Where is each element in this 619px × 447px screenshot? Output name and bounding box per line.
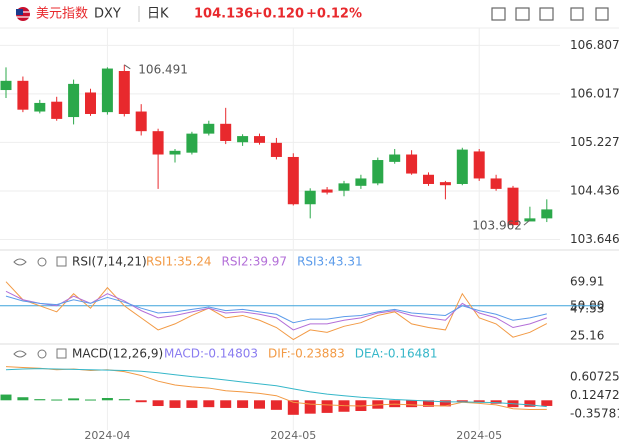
macd-bar	[118, 399, 130, 401]
x-tick-label: 2024-04	[84, 429, 130, 442]
candle-body	[456, 149, 468, 184]
candle-body	[338, 183, 350, 191]
indicator-title: MACD(12,26,9)	[72, 347, 163, 361]
candle-body	[152, 131, 164, 155]
macd-bar	[68, 398, 80, 401]
y-tick-label: 69.91	[570, 274, 604, 288]
candle-body	[490, 178, 502, 189]
candle-body	[237, 136, 249, 143]
candle-body	[507, 187, 519, 226]
macd-bar	[101, 398, 113, 401]
candle-body	[270, 142, 282, 157]
macd-bar	[270, 400, 282, 410]
legend-entry: RSI1:35.24	[146, 255, 212, 269]
candle-body	[118, 71, 130, 114]
series-line	[5, 368, 547, 408]
macd-bar	[423, 400, 434, 407]
macd-bar	[0, 394, 12, 401]
macd-bar	[456, 400, 468, 403]
candle-body	[406, 154, 418, 174]
series-line	[5, 295, 547, 324]
candle-body	[101, 68, 113, 113]
max-marker	[124, 64, 131, 70]
candle-body	[51, 101, 63, 119]
macd-bar	[439, 400, 451, 407]
x-tick-label: 2024-05	[270, 429, 316, 442]
macd-bar	[220, 400, 232, 408]
flag-icon	[16, 7, 30, 21]
macd-bar	[490, 400, 502, 404]
candle-body	[169, 150, 181, 155]
macd-bar	[152, 400, 164, 407]
y-tick-label: 47.53	[570, 301, 604, 315]
min-annotation: 103.962	[472, 219, 522, 233]
candle-body	[304, 190, 316, 205]
legend-entry: DEA:-0.16481	[355, 347, 438, 361]
macd-bar	[524, 400, 536, 407]
price-change-pct: +0.12%	[306, 7, 362, 22]
macd-bar	[203, 400, 215, 408]
macd-bar	[541, 400, 553, 406]
min-marker	[523, 219, 531, 226]
x-tick-label: 2024-05	[456, 429, 502, 442]
macd-bar	[186, 400, 198, 408]
candle-body	[524, 218, 536, 222]
y-tick-label: 106.017	[570, 86, 619, 100]
toolbar[interactable]	[491, 7, 609, 21]
candle-body	[85, 92, 96, 114]
max-annotation: 106.491	[138, 62, 188, 76]
candle-body	[355, 178, 367, 186]
macd-bar	[135, 400, 147, 403]
macd-bar	[304, 400, 316, 414]
candle-body	[439, 182, 451, 186]
candle-body	[321, 189, 333, 193]
macd-bar	[287, 400, 299, 415]
candle-body	[423, 174, 434, 184]
candle-body	[220, 123, 232, 141]
indicator-icons[interactable]	[13, 256, 67, 359]
macd-bar	[85, 399, 96, 401]
instrument-name: 美元指数	[36, 7, 88, 22]
macd-bar	[473, 400, 485, 403]
macd-bar	[406, 400, 418, 408]
candle-body	[135, 111, 147, 132]
candle-body	[34, 102, 46, 112]
candle-body	[203, 123, 215, 134]
macd-bar	[17, 397, 29, 401]
legend-entry: RSI2:39.97	[222, 255, 288, 269]
y-tick-label: -0.35781	[570, 406, 619, 420]
y-tick-label: 0.60725	[570, 370, 619, 384]
y-tick-label: 103.646	[570, 232, 619, 246]
legend-entry: RSI3:43.31	[297, 255, 363, 269]
candle-body	[389, 154, 401, 162]
legend-entry: MACD:-0.14803	[164, 347, 258, 361]
macd-bar	[34, 399, 46, 401]
y-tick-label: 105.227	[570, 135, 619, 149]
macd-bar	[321, 400, 333, 413]
candle-body	[372, 160, 384, 184]
macd-bar	[254, 400, 265, 409]
candle-body	[17, 80, 29, 110]
y-tick-label: 0.12472	[570, 388, 619, 402]
macd-bar	[51, 399, 63, 401]
candle-body	[68, 83, 80, 118]
indicator-title: RSI(7,14,21)	[72, 255, 147, 269]
y-tick-label: 106.807	[570, 38, 619, 52]
period[interactable]: 日K	[147, 7, 169, 22]
y-tick-label: 104.436	[570, 183, 619, 197]
legend-entry: DIF:-0.23883	[268, 347, 345, 361]
candle-body	[541, 209, 553, 219]
last-price: 104.136	[194, 7, 253, 22]
y-tick-label: 25.16	[570, 328, 604, 342]
candle-body	[287, 156, 299, 205]
price-change: +0.120	[252, 7, 304, 22]
symbol: DXY	[94, 7, 121, 22]
candle-body	[254, 136, 265, 143]
macd-bar	[169, 400, 181, 408]
macd-bar	[237, 400, 249, 408]
candle-body	[0, 80, 12, 91]
candle-body	[473, 151, 485, 179]
candle-body	[186, 133, 198, 153]
